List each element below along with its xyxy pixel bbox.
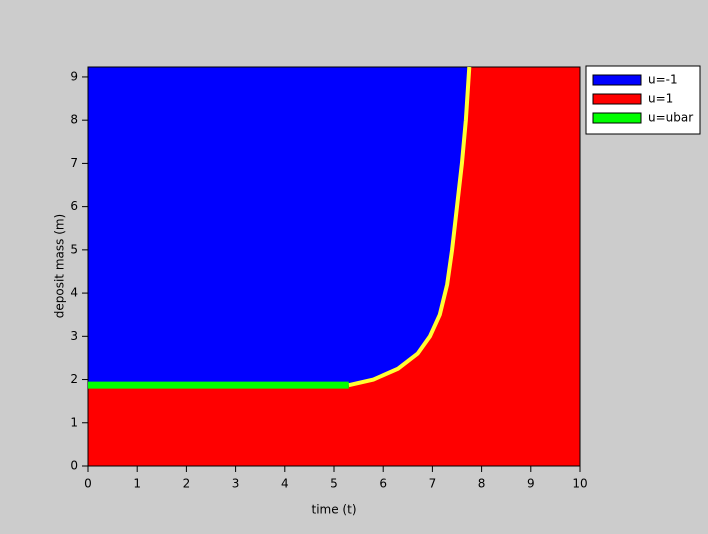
legend-label: u=-1 (648, 73, 678, 87)
x-tick-label: 6 (379, 477, 387, 491)
y-tick-label: 5 (70, 242, 78, 256)
x-tick-label: 0 (84, 477, 92, 491)
legend-swatch (592, 112, 642, 124)
y-tick-label: 4 (70, 286, 78, 300)
legend-label: u=ubar (648, 111, 693, 125)
y-tick-label: 1 (70, 415, 78, 429)
legend-swatch (592, 93, 642, 105)
x-tick-label: 7 (429, 477, 437, 491)
x-tick-label: 3 (232, 477, 240, 491)
region-u-minus (88, 67, 470, 386)
y-tick-label: 9 (70, 69, 78, 83)
x-tick-label: 8 (478, 477, 486, 491)
legend-label: u=1 (648, 92, 673, 106)
y-tick-label: 2 (70, 372, 78, 386)
legend-swatch (592, 74, 642, 86)
y-tick-label: 3 (70, 329, 78, 343)
y-tick-label: 8 (70, 113, 78, 127)
x-tick-label: 5 (330, 477, 338, 491)
x-tick-label: 9 (527, 477, 535, 491)
x-tick-label: 4 (281, 477, 289, 491)
switching-curve (348, 66, 472, 388)
y-tick-label: 7 (70, 156, 78, 170)
x-axis-label: time (t) (312, 503, 357, 517)
x-tick-label: 1 (133, 477, 141, 491)
y-tick-label: 0 (70, 459, 78, 473)
y-tick-label: 6 (70, 199, 78, 213)
x-tick-label: 10 (572, 477, 587, 491)
x-tick-label: 2 (183, 477, 191, 491)
y-axis-label: deposit mass (m) (53, 214, 67, 318)
